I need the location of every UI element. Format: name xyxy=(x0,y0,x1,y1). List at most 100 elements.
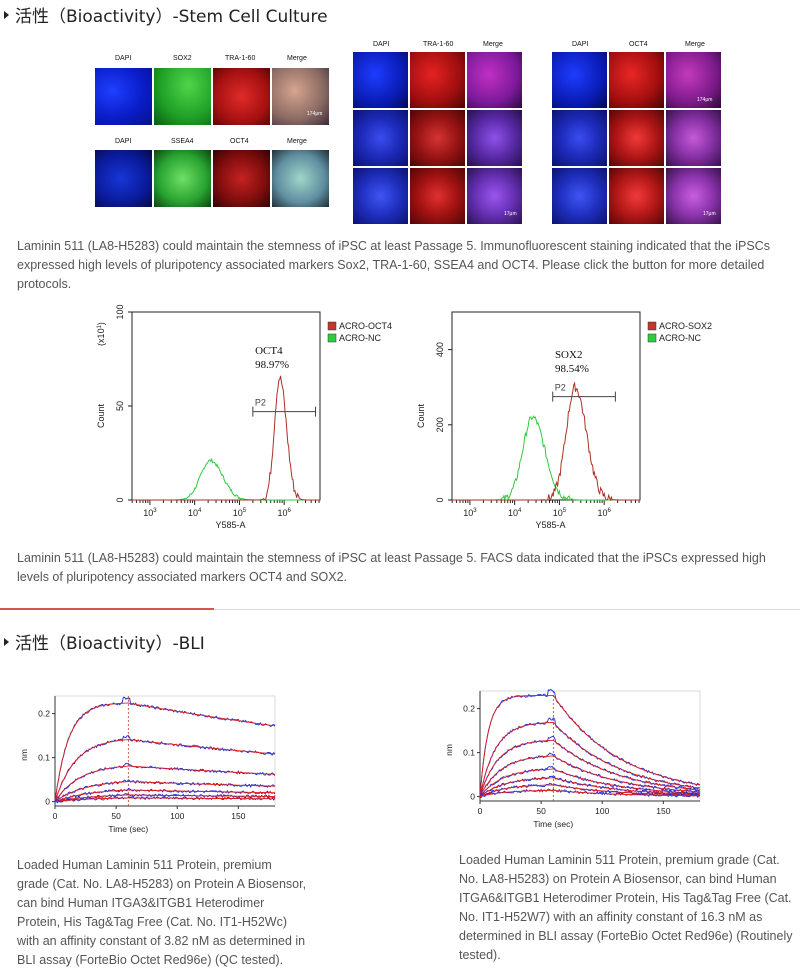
merge-tile xyxy=(467,168,522,224)
x-tick-label: 50 xyxy=(536,806,546,816)
ssea4-tile xyxy=(154,150,211,207)
sensorgram-fit xyxy=(479,739,701,797)
sensorgram-fit xyxy=(479,789,700,798)
x-tick-label: 150 xyxy=(656,806,670,816)
sensorgram-fit xyxy=(54,789,275,803)
facs-oct4-chart: 0 50 100 Count (x101) 103 104 105 106 Y585-A P2 OCT… xyxy=(96,304,392,530)
legend-swatch xyxy=(327,321,337,331)
dapi-tile xyxy=(353,168,408,224)
sensorgram-fit xyxy=(479,755,701,797)
histogram-acro-nc xyxy=(452,415,640,502)
x-tick-label: 105 xyxy=(233,508,247,518)
dapi-tile xyxy=(95,68,152,125)
population-percent: 98.97% xyxy=(255,359,289,371)
y-tick-label: 100 xyxy=(115,304,125,319)
gate-label: P2 xyxy=(555,383,566,393)
dapi-tile xyxy=(552,110,607,166)
panel-label: OCT4 xyxy=(629,41,648,48)
sensorgram-raw xyxy=(54,696,276,803)
merge-tile xyxy=(467,52,522,108)
facs-caption: Laminin 511 (LA8-H5283) could maintain t… xyxy=(17,551,766,584)
x-axis-label: Time (sec) xyxy=(533,819,573,829)
oct4-tile xyxy=(609,110,664,166)
x-axis-label: Y585-A xyxy=(535,520,565,530)
y-axis-label: nm xyxy=(444,744,454,756)
sensorgram-raw xyxy=(479,752,701,798)
tra160-tile xyxy=(410,52,465,108)
sensorgram-raw xyxy=(54,734,276,804)
merge-tile xyxy=(666,168,721,224)
merge-tile xyxy=(666,110,721,166)
sensorgram-fit xyxy=(479,721,701,797)
sensorgram-raw xyxy=(479,736,701,796)
panel-label: TRA-1-60 xyxy=(423,41,454,48)
sensorgram-fit xyxy=(54,797,275,803)
dapi-tile xyxy=(552,52,607,108)
histogram-acro-nc xyxy=(132,457,320,501)
merge-tile xyxy=(666,52,721,108)
dapi-tile xyxy=(353,110,408,166)
panel-label: SOX2 xyxy=(173,55,192,62)
y-tick-label: 0.2 xyxy=(463,704,475,714)
sensorgram-fit xyxy=(54,781,275,802)
y-tick-label: 0.1 xyxy=(463,748,475,758)
tra160-tile xyxy=(410,110,465,166)
panel-label: Merge xyxy=(483,41,503,48)
scale-bar-label: 174μm xyxy=(307,111,323,117)
y-tick-label: 0 xyxy=(45,797,50,807)
bli-caption-left: Loaded Human Laminin 511 Protein, premiu… xyxy=(17,858,307,967)
panel-label: Merge xyxy=(685,41,705,48)
merge-tile xyxy=(272,68,329,125)
dapi-tile xyxy=(95,150,152,207)
panel-label: Merge xyxy=(287,138,307,145)
oct4-tile xyxy=(609,52,664,108)
triangle-bullet-icon xyxy=(4,11,9,19)
y-tick-label: 200 xyxy=(435,417,445,432)
sensorgram-fit xyxy=(479,784,700,798)
sox2-tile xyxy=(154,68,211,125)
histogram-acro-oct4 xyxy=(132,375,320,501)
x-tick-label: 100 xyxy=(595,806,609,816)
plot-frame xyxy=(131,311,321,501)
section-divider xyxy=(214,609,800,610)
panel-label: SSEA4 xyxy=(171,138,194,145)
panel-label: Merge xyxy=(287,55,307,62)
y-tick-label: 50 xyxy=(115,401,125,411)
y-axis-label: nm xyxy=(19,749,29,761)
sensorgram-raw xyxy=(479,688,701,798)
x-tick-label: 150 xyxy=(231,811,245,821)
facs-sox2-chart: 0 200 400 Count 103 104 105 106 Y585-A P2 SOX2 98.5… xyxy=(416,311,712,530)
x-tick-label: 50 xyxy=(111,811,121,821)
x-tick-label: 104 xyxy=(188,508,202,518)
y-tick-label: 0 xyxy=(470,792,475,802)
sensorgram-raw xyxy=(54,793,276,803)
x-tick-label: 103 xyxy=(463,508,477,518)
merge-tile xyxy=(272,150,329,207)
x-tick-label: 0 xyxy=(53,811,58,821)
bli-caption-right: Loaded Human Laminin 511 Protein, premiu… xyxy=(459,853,793,962)
if-grid-c: DAPI OCT4 Merge xyxy=(552,38,728,228)
legend-swatch xyxy=(647,333,657,343)
x-axis-label: Y585-A xyxy=(215,520,245,530)
tra160-tile xyxy=(410,168,465,224)
bli-section-title: 活性（Bioactivity）-BLI xyxy=(4,629,205,654)
legend-swatch xyxy=(327,333,337,343)
section-divider-accent xyxy=(0,608,214,610)
scale-bar-label: 17μm xyxy=(504,211,517,217)
tra160-tile xyxy=(213,68,270,125)
x-tick-label: 0 xyxy=(478,806,483,816)
y-tick-label: 0 xyxy=(435,497,445,502)
legend-entry: ACRO-OCT4 xyxy=(339,321,392,331)
x-tick-label: 104 xyxy=(508,508,522,518)
sensorgram-fit xyxy=(479,768,700,797)
bli-chart-left: 0 0.1 0.2 0 50 100 150 Time (sec) nm xyxy=(19,695,276,834)
legend-entry: ACRO-NC xyxy=(659,333,701,343)
sensorgram-fit xyxy=(54,765,276,802)
legend-swatch xyxy=(647,321,657,331)
panel-label: OCT4 xyxy=(230,138,249,145)
x-tick-label: 100 xyxy=(170,811,184,821)
merge-tile xyxy=(467,110,522,166)
if-grid-b: DAPI TRA-1-60 Merge xyxy=(353,38,529,228)
legend-entry: ACRO-SOX2 xyxy=(659,321,712,331)
population-percent: 98.54% xyxy=(555,363,589,375)
